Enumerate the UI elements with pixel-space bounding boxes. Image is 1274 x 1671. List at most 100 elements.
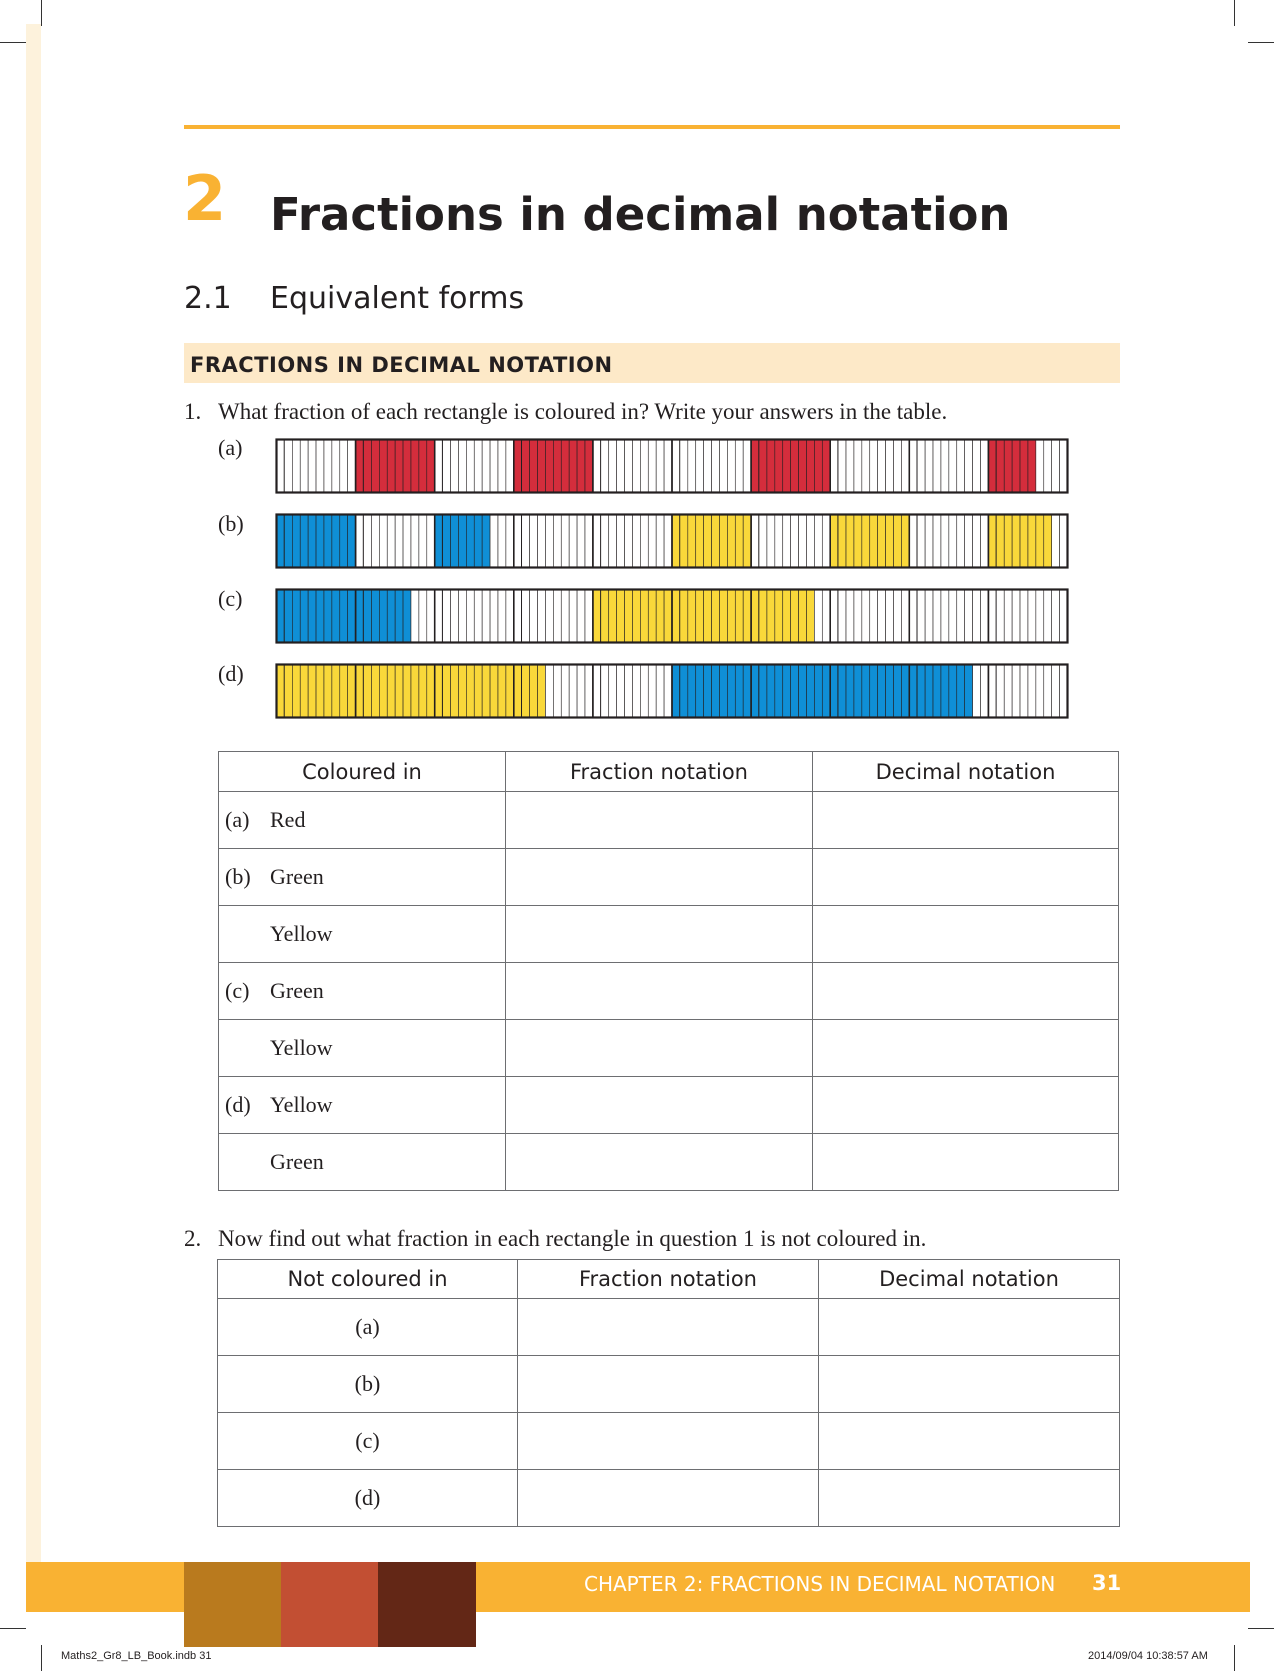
- decimal-answer-cell[interactable]: [818, 1298, 1120, 1356]
- grid-cell: [624, 514, 633, 568]
- footer-swatch-ochre: [184, 1562, 281, 1647]
- rectangle-c: [275, 588, 1069, 644]
- decimal-answer-cell[interactable]: [812, 905, 1119, 963]
- chapter-number: 2: [183, 162, 227, 235]
- grid-cell: [553, 514, 562, 568]
- grid-cell: [647, 589, 657, 643]
- grid-cell: [402, 514, 412, 568]
- grid-cell: [553, 589, 562, 643]
- row-prefix: (c): [225, 978, 250, 1003]
- row-label: (b): [217, 1355, 518, 1413]
- table-row: (b): [217, 1355, 1120, 1413]
- grid-cell: [687, 664, 697, 718]
- grid-cell: [1011, 664, 1021, 718]
- grid-cell: [798, 514, 807, 568]
- grid-cell: [711, 514, 720, 568]
- grid-cell: [758, 514, 768, 568]
- grid-cell: [354, 588, 365, 644]
- fraction-answer-cell[interactable]: [517, 1355, 819, 1413]
- grid-cell: [489, 589, 499, 643]
- grid-cell: [869, 439, 878, 493]
- grid-cell: [473, 589, 483, 643]
- decimal-answer-cell[interactable]: [812, 962, 1119, 1020]
- grid-cell: [379, 439, 388, 493]
- fraction-answer-cell[interactable]: [505, 1076, 813, 1134]
- question-1-text: What fraction of each rectangle is colou…: [218, 399, 948, 424]
- grid-cell: [584, 514, 594, 568]
- grid-cell: [458, 664, 467, 718]
- grid-cell: [545, 664, 554, 718]
- grid-cell: [624, 439, 633, 493]
- decimal-answer-cell[interactable]: [812, 1019, 1119, 1077]
- grid-cell: [275, 438, 286, 494]
- table-row: Yellow: [218, 905, 1119, 963]
- grid-cell: [734, 664, 744, 718]
- grid-cell: [924, 439, 934, 493]
- grid-cell: [916, 589, 926, 643]
- grid-cell: [987, 663, 998, 719]
- grid-cell: [394, 589, 404, 643]
- grid-cell: [790, 589, 799, 643]
- decimal-answer-cell[interactable]: [812, 848, 1119, 906]
- chapter-rule: [184, 125, 1120, 129]
- decimal-answer-cell[interactable]: [812, 1076, 1119, 1134]
- grid-cell: [299, 439, 309, 493]
- grid-cell: [837, 664, 847, 718]
- grid-cell: [537, 664, 546, 718]
- grid-cell: [798, 664, 807, 718]
- grid-cell: [1043, 589, 1052, 643]
- grid-cell: [545, 589, 554, 643]
- grid-cell: [727, 514, 736, 568]
- fraction-answer-cell[interactable]: [505, 1133, 813, 1191]
- grid-cell: [814, 439, 823, 493]
- grid-cell: [497, 439, 507, 493]
- grid-cell: [275, 513, 286, 569]
- grid-cell: [750, 588, 760, 644]
- decimal-answer-cell[interactable]: [818, 1355, 1120, 1413]
- fraction-answer-cell[interactable]: [517, 1298, 819, 1356]
- grid-cell: [394, 439, 404, 493]
- fraction-answer-cell[interactable]: [505, 962, 813, 1020]
- grid-cell: [948, 439, 958, 493]
- question-2-text: Now find out what fraction in each recta…: [218, 1226, 927, 1251]
- decimal-answer-cell[interactable]: [812, 1133, 1119, 1191]
- question-2-number: 2.: [184, 1226, 202, 1251]
- grid-cell: [948, 664, 958, 718]
- decimal-answer-cell[interactable]: [818, 1469, 1120, 1527]
- grid-cell: [806, 589, 815, 643]
- fraction-answer-cell[interactable]: [517, 1469, 819, 1527]
- grid-cell: [956, 664, 965, 718]
- grid-cell: [711, 439, 720, 493]
- fraction-answer-cell[interactable]: [505, 905, 813, 963]
- grid-cell: [663, 664, 673, 718]
- grid-cell: [845, 439, 855, 493]
- grid-cell: [442, 664, 451, 718]
- fraction-answer-cell[interactable]: [517, 1412, 819, 1470]
- fraction-answer-cell[interactable]: [505, 791, 813, 849]
- footer-swatch-brown: [378, 1562, 476, 1647]
- grid-cell: [433, 513, 444, 569]
- fraction-answer-cell[interactable]: [505, 848, 813, 906]
- grid-cell: [932, 439, 942, 493]
- grid-cell: [1035, 664, 1045, 718]
- grid-cell: [473, 514, 483, 568]
- grid-cell: [687, 439, 697, 493]
- table-row: (b) Green: [218, 848, 1119, 906]
- decimal-answer-cell[interactable]: [818, 1412, 1120, 1470]
- grid-cell: [576, 514, 586, 568]
- grid-cell: [592, 438, 602, 494]
- grid-cell: [1027, 514, 1037, 568]
- crop-mark: [1234, 0, 1235, 26]
- decimal-answer-cell[interactable]: [812, 791, 1119, 849]
- row-label: (d): [217, 1469, 518, 1527]
- grid-cell: [331, 589, 341, 643]
- grid-cell: [837, 589, 847, 643]
- fraction-answer-cell[interactable]: [505, 1019, 813, 1077]
- grid-cell: [908, 438, 918, 494]
- grid-cell: [513, 588, 523, 644]
- grid-cell: [742, 664, 752, 718]
- grid-cell: [1059, 664, 1068, 718]
- grid-cell: [996, 664, 1005, 718]
- grid-cell: [600, 439, 610, 493]
- grid-cell: [354, 438, 365, 494]
